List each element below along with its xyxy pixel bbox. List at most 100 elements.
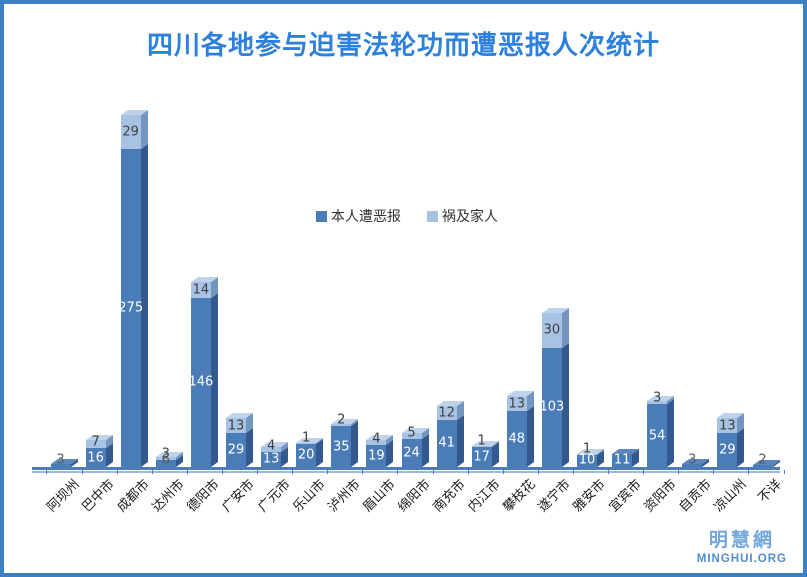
x-axis-tick <box>572 470 574 474</box>
bar-value-dark: 3 <box>688 452 697 468</box>
bar-value-light: 4 <box>372 431 381 447</box>
bar-value-dark: 3 <box>56 452 65 468</box>
bar-value-dark: 24 <box>403 445 420 461</box>
x-axis-label: 广元市 <box>254 476 293 515</box>
x-axis-label: 德阳市 <box>184 476 223 515</box>
bar-value-light: 12 <box>438 405 455 421</box>
bar-value-light: 7 <box>91 434 100 450</box>
legend-swatch-dark-icon <box>316 210 327 222</box>
bar-side-dark <box>386 439 394 467</box>
bar-side-light <box>561 307 569 348</box>
bar-segment-light <box>85 440 106 449</box>
bar-value-light: 1 <box>477 433 486 449</box>
bar-value-dark: 103 <box>539 399 565 415</box>
bar-segment-light <box>541 312 562 348</box>
bar-value-light: 1 <box>582 441 592 457</box>
bar-segment-dark <box>647 404 668 467</box>
bar-side-dark <box>456 414 464 467</box>
bar-segment-dark <box>85 448 106 467</box>
bar-segment-light <box>577 454 597 456</box>
legend-label-self: 本人遭恶报 <box>331 208 401 224</box>
bar-value-light: 13 <box>719 418 736 434</box>
watermark-chinese: 明慧網 <box>708 530 775 551</box>
bar-segment-light <box>190 281 211 298</box>
bar-segment-dark <box>331 426 352 467</box>
x-axis-label: 遂宁市 <box>535 476 574 515</box>
x-axis-label: 乐山市 <box>289 476 328 515</box>
bar-value-dark: 6 <box>161 452 170 468</box>
bar-value-light: 13 <box>508 396 526 412</box>
bar-value-dark: 35 <box>333 439 350 455</box>
x-axis-tick <box>151 470 153 474</box>
bar-segment-dark <box>752 464 773 467</box>
bar-segment-light <box>506 396 527 412</box>
legend-swatch-light-icon <box>427 210 438 222</box>
x-axis-label: 绵阳市 <box>394 476 433 515</box>
bar-segment-light <box>120 114 141 149</box>
bar-segment-dark <box>717 433 738 467</box>
bar-value-dark: 11 <box>613 452 631 468</box>
legend-label-family: 祸及家人 <box>442 208 498 224</box>
bar-side-dark <box>246 428 253 467</box>
x-axis-label: 凉山州 <box>710 476 749 515</box>
x-axis-tick <box>186 470 188 474</box>
bar-segment-dark <box>366 444 387 467</box>
x-axis-label: 眉山市 <box>359 476 398 515</box>
plot-area: 3 阿坝州 16 7 巴中市 275 29 成都市 6 3 达州市 146 14 德阳市 29 13 广安市 13… <box>4 4 803 573</box>
x-axis-label: 不详 <box>754 476 784 506</box>
bar-segment-dark <box>261 451 282 467</box>
bar-value-light: 13 <box>227 418 245 434</box>
legend-item-self: 本人遭恶报 <box>316 206 401 226</box>
x-axis-tick <box>713 470 715 474</box>
bar-segment-light <box>471 446 492 448</box>
bar-value-dark: 48 <box>508 431 526 447</box>
x-axis-tick <box>116 470 118 474</box>
bar-segment-dark <box>401 439 422 467</box>
x-axis-label: 自贡市 <box>675 476 714 515</box>
bar-segment-dark <box>612 454 633 467</box>
x-axis-tick <box>467 470 469 474</box>
bar-value-light: 4 <box>266 438 276 454</box>
bar-value-light: 2 <box>337 412 346 428</box>
x-axis-tick <box>678 470 680 474</box>
x-axis-tick <box>397 470 399 474</box>
bar-value-dark: 2 <box>758 452 767 468</box>
bar-segment-light <box>401 433 422 440</box>
x-axis-label: 达州市 <box>149 476 188 515</box>
bar-value-light: 5 <box>407 425 416 441</box>
chart-title: 四川各地参与迫害法轮功而遭恶报人次统计 <box>146 30 660 60</box>
watermark: 明慧網 MINGHUI.ORG <box>697 525 787 565</box>
bar-segment-dark <box>541 347 562 467</box>
x-axis-tick <box>748 470 750 474</box>
x-axis-label: 南充市 <box>429 476 469 515</box>
bar-value-dark: 146 <box>188 374 214 390</box>
bar-value-light: 1 <box>302 430 311 446</box>
bar-value-dark: 20 <box>297 447 315 463</box>
bar-side-dark <box>667 399 675 467</box>
bar-segment-light <box>717 418 738 434</box>
bar-value-dark: 29 <box>227 442 245 458</box>
x-axis-line <box>32 467 780 474</box>
bar-segment-light <box>331 424 352 427</box>
bar-value-light: 14 <box>192 282 210 298</box>
legend-item-family: 祸及家人 <box>427 206 498 226</box>
bar-segment-light <box>436 405 457 420</box>
bar-segment-dark <box>155 460 176 467</box>
x-axis-label: 内江市 <box>464 476 504 515</box>
x-axis-tick <box>292 470 294 474</box>
x-axis-tick <box>81 470 83 474</box>
bar-value-dark: 275 <box>118 300 144 316</box>
x-axis-tick <box>46 470 48 474</box>
x-axis-tick <box>643 470 645 474</box>
bar-side-dark <box>421 434 429 467</box>
x-axis-label: 泸州市 <box>324 476 363 515</box>
x-axis-tick <box>783 470 785 474</box>
bar-value-light: 29 <box>122 124 139 140</box>
bar-value-dark: 13 <box>262 451 280 467</box>
bar-value-light: 30 <box>543 322 561 338</box>
bar-value-dark: 54 <box>648 428 666 444</box>
bar-segment-light <box>261 447 282 452</box>
x-axis-label: 宜宾市 <box>605 476 644 515</box>
bar-value-dark: 29 <box>719 442 736 458</box>
